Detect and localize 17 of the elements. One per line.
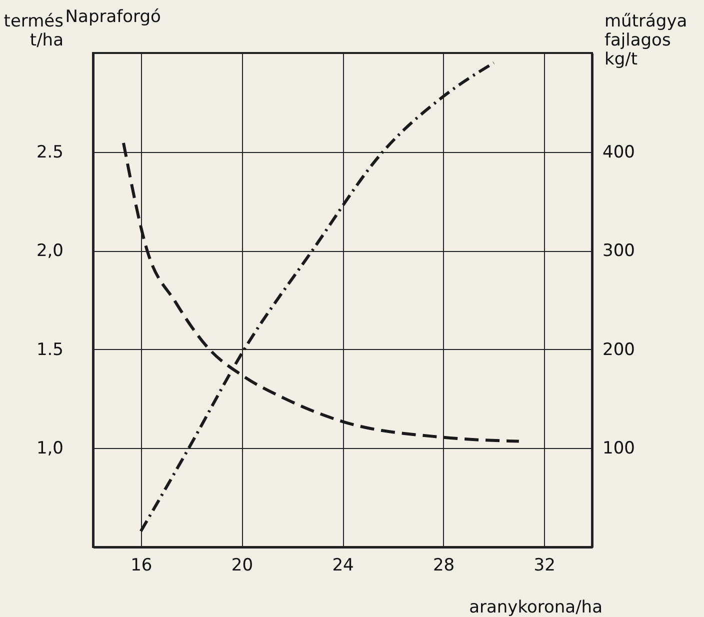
x-tick-label: 28 <box>432 556 455 576</box>
x-tick-label: 24 <box>332 556 354 576</box>
x-tick-label: 20 <box>231 556 254 576</box>
y-tick-label: 1,0 <box>36 438 64 459</box>
y-tick-label: 1.5 <box>36 340 64 360</box>
x-tick-label: 16 <box>130 556 152 576</box>
chart-title: Napraforgó <box>65 7 161 27</box>
y-tick-label: 2,0 <box>36 241 64 262</box>
y2-tick-label: 400 <box>602 142 635 162</box>
y-axis-title: termés t/ha <box>4 12 64 50</box>
y2-tick-label: 200 <box>602 340 635 360</box>
y-tick-label: 2.5 <box>36 142 64 162</box>
y2-tick-label: 300 <box>602 241 635 262</box>
x-axis-title: aranykorona/ha <box>469 598 602 617</box>
y2-axis-title: műtrágya fajlagos kg/t <box>604 12 688 70</box>
x-tick-label: 32 <box>534 556 556 576</box>
y2-tick-label: 100 <box>602 438 635 459</box>
